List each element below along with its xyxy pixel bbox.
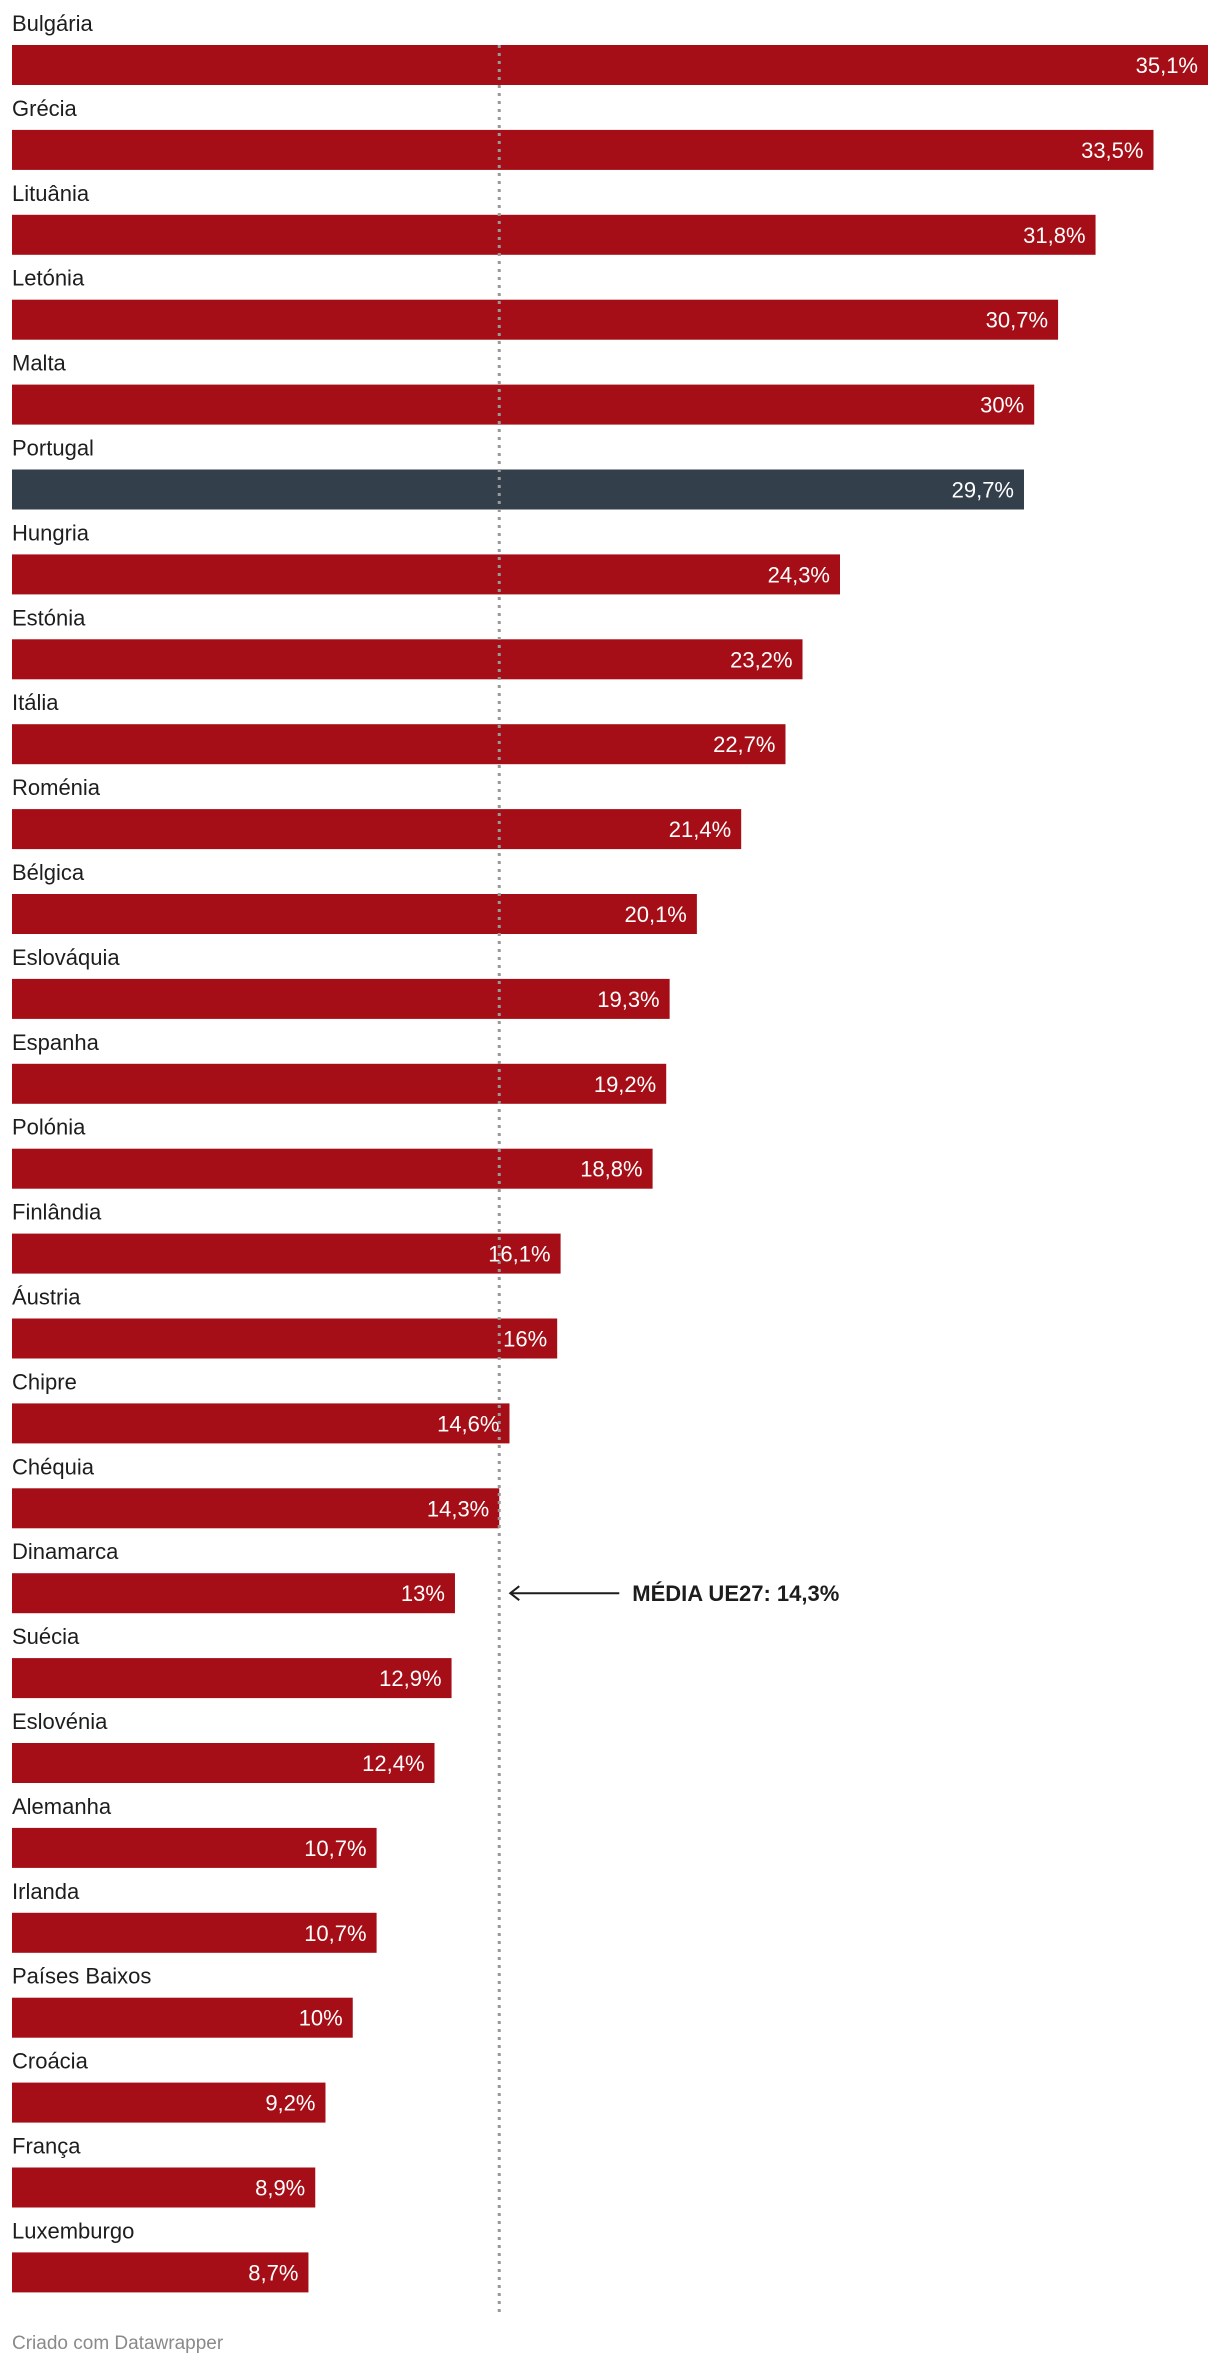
value-label: 14,3%: [427, 1496, 489, 1521]
bar-9: [12, 809, 742, 850]
category-label: Malta: [12, 351, 67, 376]
value-label: 10,7%: [304, 1921, 366, 1946]
value-label: 33,5%: [1081, 138, 1143, 163]
category-label: Espanha: [12, 1030, 100, 1055]
value-label: 22,7%: [713, 732, 775, 757]
bar-20: [12, 1743, 435, 1783]
bar-2: [12, 214, 1096, 255]
bar-22: [12, 1912, 377, 1953]
category-label: Portugal: [12, 436, 94, 461]
bar-13: [12, 1148, 653, 1189]
value-label: 18,8%: [580, 1157, 642, 1182]
value-label: 8,7%: [248, 2260, 298, 2285]
category-label: Polónia: [12, 1115, 86, 1140]
bar-7: [12, 639, 803, 680]
bar-3: [12, 299, 1059, 340]
value-label: 10,7%: [304, 1836, 366, 1861]
bar-12: [12, 1063, 667, 1104]
value-label: 16%: [503, 1327, 547, 1352]
category-label: Grécia: [12, 96, 78, 121]
category-label: Bélgica: [12, 860, 85, 885]
value-label: 30%: [980, 393, 1024, 418]
bar-14: [12, 1233, 561, 1274]
category-label: Suécia: [12, 1624, 80, 1649]
category-label: Áustria: [12, 1285, 81, 1310]
category-label: Bulgária: [12, 11, 93, 36]
category-label: Lituânia: [12, 181, 90, 206]
category-label: Letónia: [12, 266, 85, 291]
bar-11: [12, 978, 670, 1019]
bar-1: [12, 129, 1154, 170]
footer-credit: Criado com Datawrapper: [12, 2333, 224, 2354]
value-label: 30,7%: [986, 308, 1048, 333]
bar-5: [12, 469, 1024, 510]
bar-25: [12, 2167, 316, 2208]
bar-16: [12, 1403, 510, 1444]
category-label: Eslovénia: [12, 1709, 108, 1734]
category-label: Hungria: [12, 520, 90, 545]
category-label: Eslováquia: [12, 945, 120, 970]
category-label: Luxemburgo: [12, 2218, 134, 2243]
bar-18: [12, 1573, 455, 1614]
bar-24: [12, 2082, 326, 2123]
bar-6: [12, 554, 840, 595]
value-label: 21,4%: [669, 817, 731, 842]
value-label: 19,2%: [594, 1072, 656, 1097]
value-label: 10%: [299, 2006, 343, 2031]
value-label: 13%: [401, 1581, 445, 1606]
category-label: Roménia: [12, 775, 101, 800]
category-label: Alemanha: [12, 1794, 112, 1819]
value-label: 12,9%: [379, 1666, 441, 1691]
category-label: Croácia: [12, 2049, 89, 2074]
bar-0: [12, 45, 1208, 85]
bar-10: [12, 894, 697, 934]
bar-23: [12, 1997, 353, 2038]
category-label: Irlanda: [12, 1879, 80, 1904]
value-label: 19,3%: [597, 987, 659, 1012]
category-label: França: [12, 2134, 81, 2159]
bar-4: [12, 384, 1035, 425]
category-label: Itália: [12, 690, 59, 715]
value-label: 12,4%: [362, 1751, 424, 1776]
category-label: Chipre: [12, 1369, 77, 1394]
category-label: Finlândia: [12, 1200, 102, 1225]
value-label: 23,2%: [730, 647, 792, 672]
average-annotation: MÉDIA UE27: 14,3%: [632, 1581, 839, 1606]
value-label: 16,1%: [488, 1242, 550, 1267]
bar-21: [12, 1827, 377, 1868]
value-label: 14,6%: [437, 1411, 499, 1436]
value-label: 20,1%: [624, 902, 686, 927]
value-label: 9,2%: [265, 2091, 315, 2116]
value-label: 31,8%: [1023, 223, 1085, 248]
category-label: Estónia: [12, 605, 86, 630]
value-label: 8,9%: [255, 2176, 305, 2201]
bar-8: [12, 724, 786, 765]
bar-15: [12, 1318, 558, 1359]
category-label: Chéquia: [12, 1454, 95, 1479]
annotation-arrow-head: [508, 1585, 520, 1601]
category-label: Dinamarca: [12, 1539, 119, 1564]
value-label: 24,3%: [768, 562, 830, 587]
bar-19: [12, 1658, 452, 1699]
bar-26: [12, 2252, 309, 2293]
bar-17: [12, 1488, 500, 1529]
value-label: 29,7%: [952, 478, 1014, 503]
category-label: Países Baixos: [12, 1964, 151, 1989]
value-label: 35,1%: [1136, 53, 1198, 78]
